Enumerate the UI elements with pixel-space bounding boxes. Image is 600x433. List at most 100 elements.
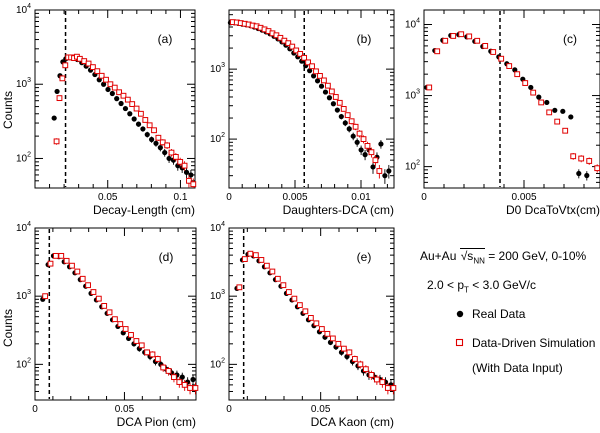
real-data-point <box>362 152 368 158</box>
simulation-point <box>562 127 569 134</box>
simulation-point <box>181 162 188 169</box>
real-data-point <box>346 126 352 132</box>
simulation-point <box>269 268 276 275</box>
pt-subscript: T <box>464 285 469 295</box>
real-data-point <box>188 172 194 178</box>
legend-item-simulation: Data-Driven Simulation <box>472 336 596 350</box>
real-data-point <box>354 139 360 145</box>
real-data-point <box>314 78 321 84</box>
real-data-point <box>350 133 356 139</box>
simulation-point <box>360 136 367 142</box>
x-tick-label: 0 <box>226 404 232 415</box>
simulation-point <box>297 51 304 57</box>
simulation-point <box>171 374 177 381</box>
collision-system: Au+Au <box>420 249 457 263</box>
real-data-point <box>334 107 340 113</box>
simulation-point <box>352 123 359 130</box>
simulation-point <box>107 81 114 88</box>
real-data-point <box>512 67 518 73</box>
real-data-point <box>179 374 185 380</box>
real-data-point <box>386 168 392 174</box>
simulation-point <box>274 275 281 282</box>
simulation-point <box>90 64 96 71</box>
simulation-point <box>151 127 157 134</box>
simulation-point <box>133 338 140 344</box>
real-data-point <box>162 149 168 156</box>
simulation-point <box>335 340 342 347</box>
simulation-point <box>133 105 140 112</box>
real-data-series <box>40 253 196 388</box>
y-tick-exponent: 2 <box>27 151 31 158</box>
panel-label: (b) <box>357 32 372 46</box>
real-data-point <box>338 113 344 120</box>
simulation-point <box>586 158 593 164</box>
real-data-point <box>370 164 376 170</box>
legend-note: (With Data Input) <box>472 361 563 375</box>
simulation-marker-icon <box>455 338 464 347</box>
real-data-marker-icon <box>456 310 464 318</box>
simulation-point <box>538 99 545 106</box>
simulation-point <box>285 40 292 47</box>
x-tick-label: 0 <box>32 404 38 415</box>
simulation-point <box>474 37 481 44</box>
y-tick-exponent: 2 <box>27 357 31 364</box>
simulation-point <box>313 68 319 75</box>
simulation-point <box>344 112 351 119</box>
simulation-point <box>384 385 391 391</box>
real-data-point <box>568 114 574 120</box>
real-data-point <box>311 73 317 79</box>
simulation-point <box>172 153 179 160</box>
simulation-series <box>229 19 383 179</box>
plot-frame <box>228 9 395 189</box>
simulation-point <box>241 256 248 262</box>
x-tick-label: 0 <box>226 192 232 203</box>
simulation-point <box>514 71 521 78</box>
real-data-series <box>424 32 590 181</box>
simulation-point <box>302 308 309 315</box>
simulation-point <box>94 68 101 75</box>
simulation-point <box>364 142 371 149</box>
simulation-point <box>356 130 363 137</box>
simulation-series <box>53 53 197 188</box>
real-data-point <box>322 89 329 95</box>
panel-label: (d) <box>159 250 174 264</box>
simulation-point <box>106 309 113 316</box>
simulation-point <box>324 330 331 337</box>
simulation-point <box>186 177 192 184</box>
y-tick-exponent: 2 <box>416 160 420 167</box>
simulation-point <box>101 303 108 309</box>
simulation-point <box>154 356 161 362</box>
y-tick-label: 104 <box>405 18 420 31</box>
y-tick-label: 102 <box>405 160 420 173</box>
real-data-point <box>54 88 60 95</box>
y-tick-exponent: 4 <box>27 3 31 10</box>
simulation-point <box>149 351 156 358</box>
simulation-point <box>62 62 69 69</box>
real-data-point <box>378 141 384 147</box>
plot-frame <box>34 227 197 401</box>
simulation-point <box>332 94 339 100</box>
simulation-point <box>498 55 505 62</box>
x-tick-label: 0.05 <box>115 404 135 415</box>
y-tick-label: 104 <box>16 3 31 16</box>
simulation-point <box>90 289 97 295</box>
y-tick-label: 102 <box>16 151 31 164</box>
simulation-point <box>56 95 63 102</box>
y-tick-label: 102 <box>210 357 225 370</box>
y-tick-base: 10 <box>405 20 417 31</box>
simulation-point <box>165 368 172 374</box>
simulation-point <box>116 89 123 96</box>
simulation-point <box>247 250 254 257</box>
simulation-point <box>111 84 118 91</box>
simulation-point <box>159 139 166 146</box>
real-data-point <box>330 101 336 107</box>
sqrt-symbol: √sNN <box>459 248 485 266</box>
simulation-point <box>122 326 129 332</box>
simulation-point <box>348 118 355 125</box>
simulation-point <box>289 43 296 50</box>
y-tick-base: 10 <box>210 223 222 234</box>
simulation-point <box>373 376 380 383</box>
simulation-point <box>313 320 320 327</box>
